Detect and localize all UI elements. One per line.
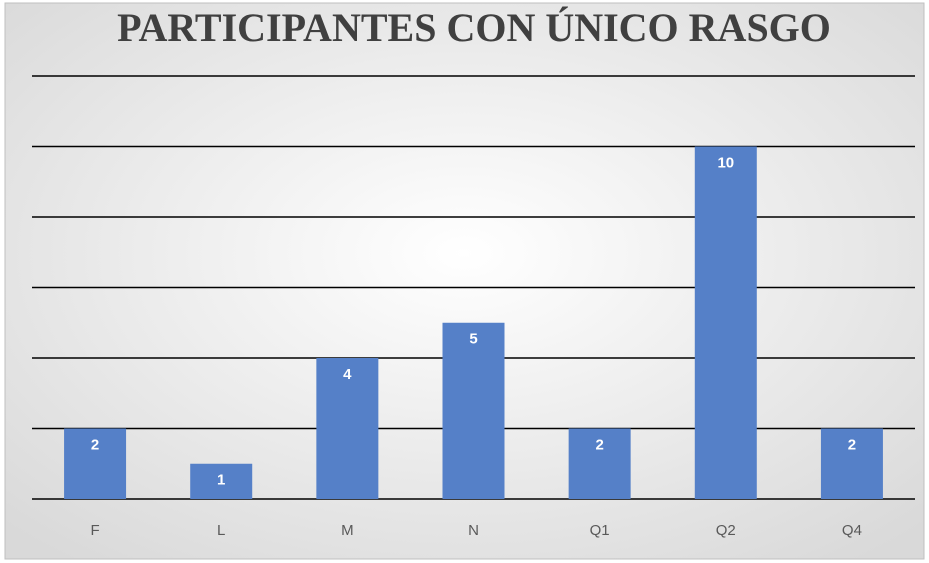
data-label: 2	[91, 436, 99, 453]
bar	[694, 146, 757, 499]
bar	[190, 463, 253, 499]
bar	[442, 322, 505, 499]
x-tick-label: N	[468, 522, 479, 539]
data-label: 1	[217, 472, 225, 489]
bar	[316, 358, 379, 499]
chart-title: PARTICIPANTES CON ÚNICO RASGO	[117, 5, 831, 50]
bar	[820, 428, 883, 499]
x-tick-label: Q4	[842, 522, 862, 539]
bar	[64, 428, 127, 499]
x-tick-label: Q2	[716, 522, 736, 539]
data-label: 2	[848, 436, 856, 453]
x-tick-label: M	[341, 522, 354, 539]
x-tick-label: Q1	[590, 522, 610, 539]
bar	[568, 428, 631, 499]
data-label: 5	[469, 331, 477, 348]
x-tick-label: L	[217, 522, 225, 539]
data-label: 10	[717, 154, 734, 171]
x-tick-label: F	[90, 522, 99, 539]
data-label: 4	[343, 366, 352, 383]
data-label: 2	[595, 436, 603, 453]
